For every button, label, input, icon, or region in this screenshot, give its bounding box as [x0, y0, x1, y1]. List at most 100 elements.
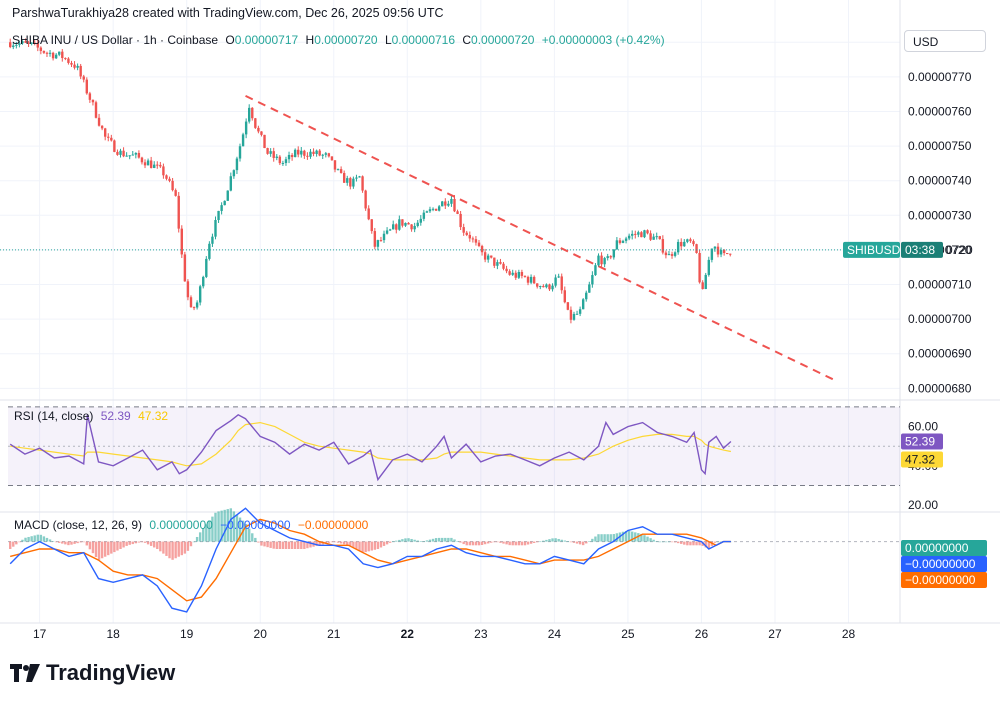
macd-histogram-bar	[670, 541, 674, 543]
macd-histogram-bar	[637, 533, 640, 542]
macd-histogram-bar	[459, 541, 462, 543]
rsi-pane	[8, 406, 900, 486]
ohlc-close-value: 0.00000720	[471, 33, 535, 47]
candle-body	[523, 275, 527, 277]
axis-tags: SHIBUSD 03:38 0720 52.39 47.32 0.00000000 −0.0…	[843, 241, 987, 588]
macd-histogram-bar	[594, 536, 597, 542]
macd-histogram-bar	[263, 541, 266, 547]
macd-histogram-bar	[73, 541, 76, 544]
candle-body	[171, 180, 174, 191]
macd-histogram-bar	[358, 541, 361, 551]
candle-body	[42, 50, 46, 53]
macd-histogram-bar	[655, 541, 658, 542]
candle-body	[339, 169, 343, 173]
candle-body	[119, 150, 122, 155]
price-axis-label: 0.00000750	[908, 139, 972, 153]
candle-body	[585, 292, 588, 300]
macd-histogram-bar	[125, 541, 128, 546]
macd-histogram-bar	[131, 541, 134, 545]
candle-body	[367, 208, 370, 220]
candle-body	[36, 42, 39, 48]
macd-histogram-bar	[502, 541, 505, 544]
macd-histogram-bar	[532, 541, 536, 543]
macd-histogram-bar	[695, 541, 698, 546]
descending-trendline	[245, 95, 835, 381]
candle-body	[621, 240, 625, 243]
macd-legend-label[interactable]: MACD (close, 12, 26, 9)	[14, 518, 143, 532]
time-axis-label: 22	[401, 627, 415, 641]
candle-body	[58, 51, 61, 55]
macd-histogram-bar	[698, 541, 701, 546]
candle-body	[431, 208, 435, 210]
time-axis-label: 17	[33, 627, 47, 641]
candle-body	[551, 285, 554, 290]
candle-body	[618, 240, 622, 243]
candle-body	[673, 252, 677, 256]
macd-histogram-bar	[140, 541, 144, 543]
candle-body	[269, 151, 272, 154]
candle-body	[529, 276, 533, 283]
candle-body	[162, 166, 165, 176]
macd-histogram-bar	[526, 541, 530, 545]
candle-body	[364, 190, 367, 209]
ohlc-open-label: O	[225, 33, 235, 47]
price-axis[interactable]: 0.000007800.000007700.000007600.00000750…	[908, 35, 979, 585]
macd-histogram-bar	[575, 541, 579, 544]
candle-body	[318, 150, 321, 156]
macd-histogram-bar	[251, 533, 254, 542]
candle-body	[483, 252, 487, 260]
macd-histogram-bar	[578, 541, 582, 545]
ohlc-low: L0.00000716	[385, 33, 455, 47]
candle-body	[664, 252, 668, 256]
macd-histogram-bar	[103, 541, 107, 557]
candle-body	[413, 225, 416, 230]
candle-body	[309, 151, 312, 157]
candle-body	[266, 148, 269, 154]
macd-signal-line	[10, 518, 731, 602]
macd-histogram-bar	[186, 541, 190, 551]
macd-histogram-bar	[624, 530, 628, 542]
candle-body	[297, 149, 300, 155]
macd-histogram-bar	[100, 541, 104, 559]
macd-histogram-bar	[474, 541, 478, 546]
macd-histogram-bar	[585, 541, 588, 544]
macd-histogram-bar	[545, 539, 548, 542]
candle-body	[686, 239, 689, 242]
currency-button[interactable]: USD	[904, 30, 986, 52]
price-axis-label: 0.00000740	[908, 174, 972, 188]
candle-body	[594, 265, 597, 276]
macd-histogram-bar	[12, 541, 15, 547]
macd-histogram-bar	[208, 520, 211, 542]
macd-histogram-bar	[649, 538, 652, 542]
macd-histogram-bar	[551, 538, 554, 542]
candle-body	[125, 155, 128, 157]
candle-body	[27, 42, 30, 44]
attribution-text: ParshwaTurakhiya28 created with TradingV…	[12, 6, 444, 20]
tradingview-logo[interactable]: TradingView	[10, 660, 175, 686]
macd-histogram-bar	[300, 541, 303, 549]
candle-body	[342, 172, 346, 183]
candle-body	[468, 234, 472, 239]
candle-body	[303, 150, 306, 156]
macd-histogram-bar	[327, 541, 331, 543]
symbol-title[interactable]: SHIBA INU / US Dollar · 1h · Coinbase	[12, 33, 219, 47]
macd-histogram-bar	[284, 541, 288, 549]
macd-histogram-bar	[643, 535, 646, 542]
macd-histogram-bar	[330, 541, 334, 543]
macd-histogram-bar	[707, 541, 711, 549]
macd-histogram-bar	[297, 541, 300, 549]
macd-histogram-bar	[477, 541, 481, 546]
macd-histogram-bar	[444, 537, 447, 542]
time-axis[interactable]: 17 18 19 20 21 22 23 24 25 26 27 28	[33, 627, 856, 641]
tradingview-logo-text: TradingView	[46, 660, 176, 685]
macd-histogram-bar	[640, 533, 643, 542]
macd-histogram-bar	[422, 541, 426, 542]
macd-value-tag-text: −0.00000000	[905, 557, 976, 571]
rsi-legend-label[interactable]: RSI (14, close)	[14, 409, 94, 423]
time-axis-label: 21	[327, 627, 341, 641]
candle-body	[202, 276, 205, 287]
candle-body	[480, 246, 484, 253]
macd-histogram-bar	[143, 541, 147, 543]
macd-histogram-bar	[342, 541, 346, 545]
